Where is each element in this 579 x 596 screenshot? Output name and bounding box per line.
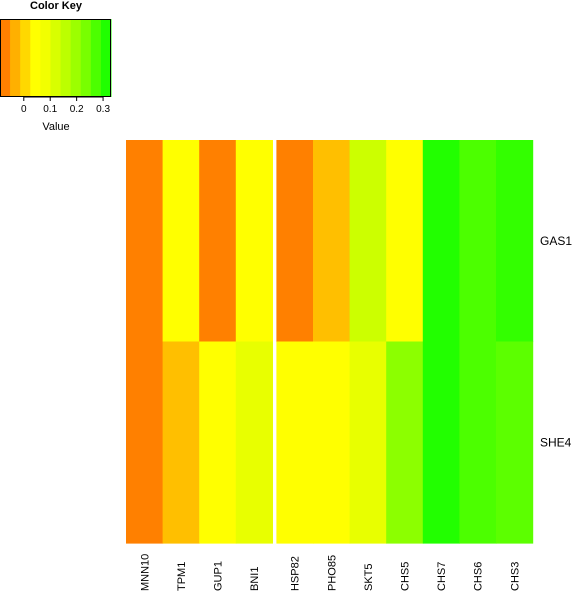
column-label: BNI1 [249, 567, 261, 591]
heatmap-cell [349, 341, 387, 544]
heatmap-cell [126, 341, 164, 544]
color-key-strip [0, 19, 112, 97]
heatmap-cell [235, 341, 273, 544]
color-key-swatch [100, 19, 112, 97]
color-key-swatch [50, 19, 62, 97]
color-key-swatch [10, 19, 21, 97]
row-label: SHE4 [540, 435, 572, 449]
color-key-tick-label: 0 [21, 104, 27, 115]
column-label: GUP1 [213, 561, 225, 591]
heatmap-cell [126, 140, 164, 343]
column-label: CHS6 [473, 562, 485, 591]
heatmap-cell [162, 341, 200, 544]
color-key-swatch [60, 19, 72, 97]
color-key-tick-label: 0.2 [70, 104, 84, 115]
color-key-swatch [40, 19, 51, 97]
heatmap-cell [459, 341, 497, 544]
row-labels: GAS1 SHE4 [540, 234, 572, 450]
column-label: CHS5 [400, 562, 412, 591]
heatmap-cell [276, 140, 314, 343]
color-key-title: Color Key [30, 0, 82, 12]
color-key-swatch [30, 19, 41, 97]
color-key-swatch [20, 19, 31, 97]
color-key-axis-label: Value [42, 121, 70, 133]
heatmap-cell [496, 341, 534, 544]
row-label: GAS1 [540, 234, 572, 248]
heatmap-cell [422, 140, 460, 343]
heatmap-cell [235, 140, 273, 343]
heatmap-cell [199, 140, 237, 343]
heatmap-cell [386, 341, 424, 544]
color-key-tick-label: 0.3 [96, 104, 110, 115]
heatmap-cell [422, 341, 460, 544]
column-label: SKT5 [363, 563, 375, 591]
heatmap-cell [313, 341, 351, 544]
heatmap-cell [276, 341, 314, 544]
color-key-swatch [0, 19, 11, 97]
heatmap-cell [496, 140, 534, 343]
column-label: CHS3 [509, 562, 521, 591]
heatmap-cells [126, 140, 534, 544]
color-key-swatch [90, 19, 102, 97]
heatmap-cell [349, 140, 387, 343]
color-key-ticks: 0 0.1 0.2 0.3 [21, 96, 110, 115]
heatmap-cell [459, 140, 497, 343]
column-labels: MNN10 TPM1 GUP1 BNI1 HSP82 PHO85 SKT5 CHS5 CHS7 C… [139, 554, 521, 591]
column-label: MNN10 [139, 554, 151, 591]
column-label: CHS7 [436, 562, 448, 591]
color-key-tick-label: 0.1 [43, 104, 57, 115]
color-key-swatch [70, 19, 82, 97]
color-key-swatch [80, 19, 92, 97]
column-label: TPM1 [176, 562, 188, 591]
heatmap-cell [162, 140, 200, 343]
heatmap-cell [386, 140, 424, 343]
column-label: PHO85 [326, 555, 338, 591]
heatmap-cell [199, 341, 237, 544]
heatmap-cell [313, 140, 351, 343]
column-label: HSP82 [290, 556, 302, 591]
